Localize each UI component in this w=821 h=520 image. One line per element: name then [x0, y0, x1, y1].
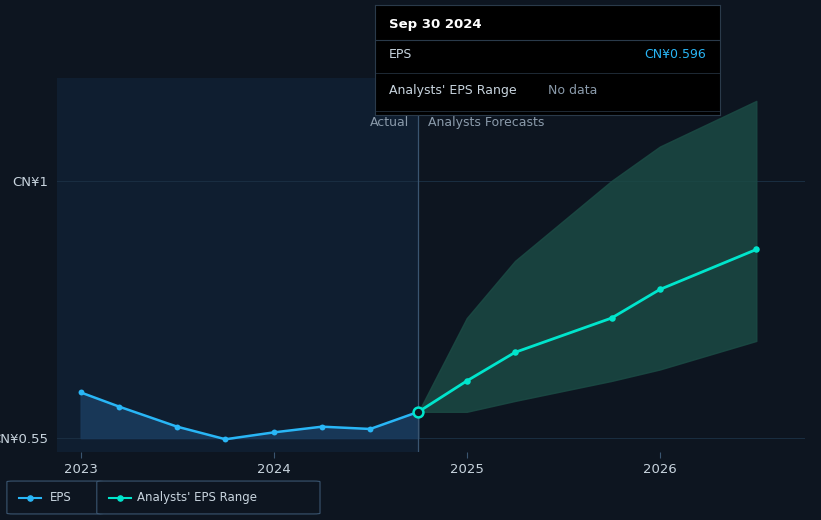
- Text: No data: No data: [548, 84, 597, 97]
- Point: [219, 435, 232, 444]
- Point: [654, 285, 667, 294]
- Text: EPS: EPS: [50, 491, 72, 504]
- Text: Analysts' EPS Range: Analysts' EPS Range: [137, 491, 257, 504]
- Point: [508, 348, 521, 357]
- Text: Analysts Forecasts: Analysts Forecasts: [428, 116, 544, 129]
- Point: [112, 402, 126, 411]
- Text: CN¥0.596: CN¥0.596: [644, 48, 706, 61]
- Point: [342, 334, 355, 343]
- Point: [267, 428, 280, 437]
- Text: Sep 30 2024: Sep 30 2024: [389, 18, 481, 31]
- Point: [750, 245, 763, 254]
- FancyBboxPatch shape: [97, 481, 320, 514]
- Point: [364, 425, 377, 433]
- Point: [74, 388, 87, 397]
- Bar: [57, 78, 419, 452]
- Point: [171, 423, 184, 431]
- FancyBboxPatch shape: [7, 481, 103, 514]
- Point: [412, 408, 425, 416]
- Point: [315, 423, 328, 431]
- Text: Analysts' EPS Range: Analysts' EPS Range: [389, 84, 516, 97]
- Point: [461, 377, 474, 385]
- Text: Actual: Actual: [369, 116, 409, 129]
- Text: EPS: EPS: [389, 48, 412, 61]
- Point: [412, 408, 425, 416]
- Point: [605, 314, 618, 322]
